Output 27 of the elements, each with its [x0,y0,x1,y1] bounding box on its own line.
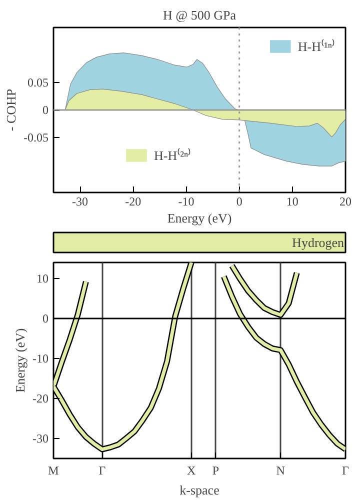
y-axis-title: - COHP [4,88,19,132]
x-tick-label: -20 [125,194,142,208]
x-tick-label: Γ [342,464,350,478]
x-tick-label: -30 [72,194,88,208]
y-tick-label: 10 [36,272,48,286]
y-tick-label: -30 [32,432,49,446]
y-tick-label: 0.05 [28,76,48,90]
x-tick-label: 20 [340,194,352,208]
x-axis-title: k-space [180,482,220,498]
y-tick-label: -0.05 [24,130,49,144]
x-tick-label: Γ [98,464,106,478]
x-tick-label: 10 [286,194,298,208]
x-tick-label: 0 [236,194,242,208]
x-tick-label: -10 [178,194,194,208]
x-tick-label: P [212,464,220,478]
chart-title: H @ 500 GPa [163,8,236,22]
legend-label: H-H⁽¹ⁿ⁾ [298,38,335,55]
chart-title: Hydrogen [292,235,345,250]
y-tick-label: -20 [32,392,49,406]
x-tick-label: N [276,464,286,478]
y-tick-label: 0 [42,103,48,117]
y-tick-label: 0 [42,312,48,326]
x-tick-label: X [187,464,196,478]
y-tick-label: -10 [32,352,49,366]
x-tick-label: M [48,464,60,478]
y-axis-title: Energy (eV) [12,328,28,393]
x-axis-title: Energy (eV) [167,210,232,226]
